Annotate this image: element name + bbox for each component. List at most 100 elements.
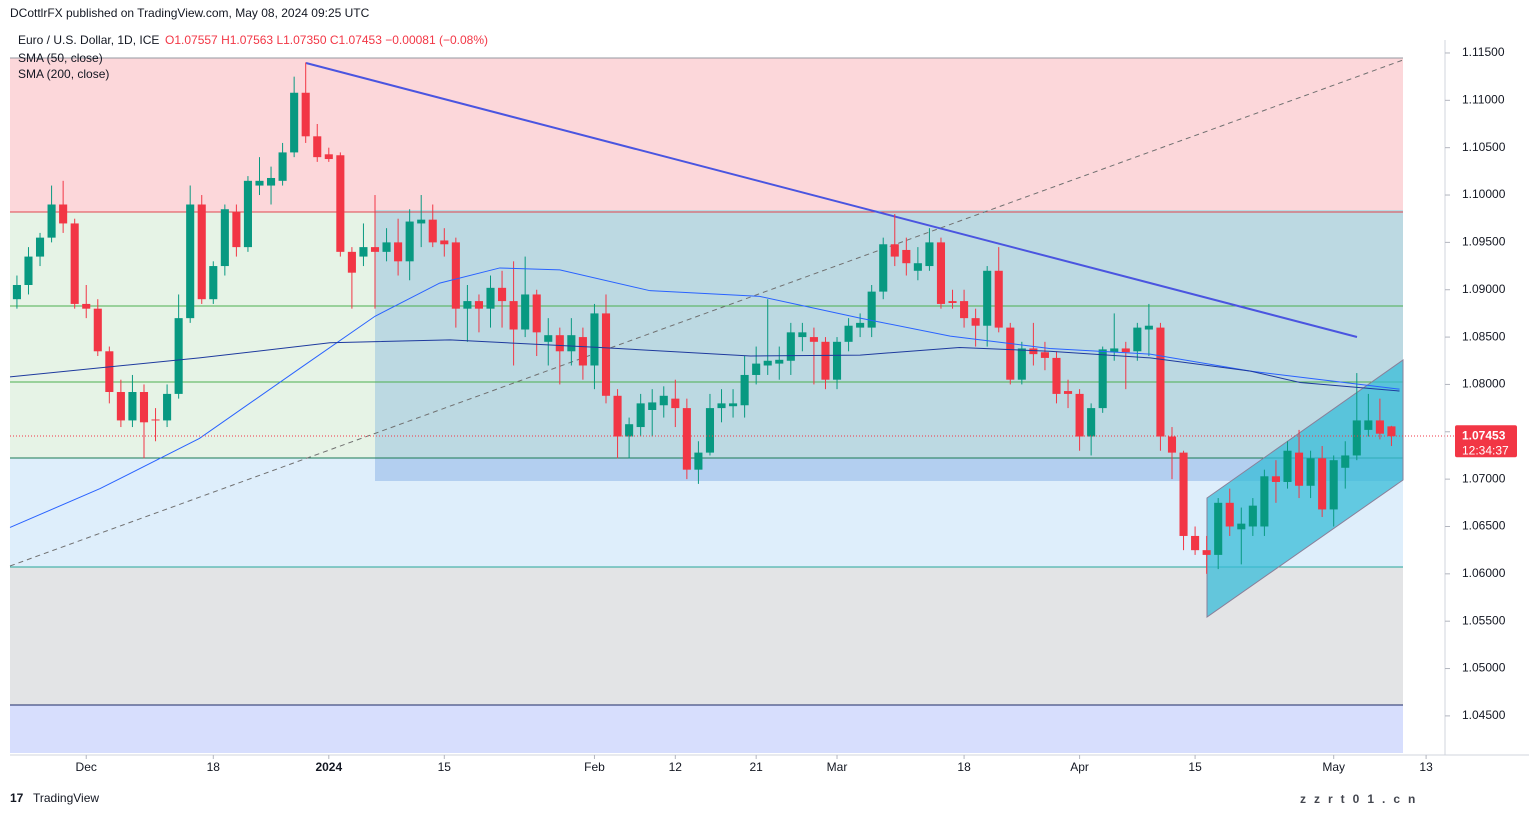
candle-body	[740, 374, 749, 406]
candle-body	[913, 263, 922, 271]
x-tick-label: Feb	[584, 760, 605, 774]
candle-body	[359, 247, 368, 257]
candle-body	[1364, 420, 1373, 430]
y-tick-label: 1.08000	[1462, 377, 1506, 391]
candle-body	[659, 395, 668, 406]
candle-body	[1029, 348, 1038, 355]
y-tick-label: 1.11500	[1462, 45, 1505, 59]
candle-body	[498, 287, 507, 302]
candle-body	[336, 155, 345, 252]
candle-body	[474, 301, 483, 309]
y-tick-label: 1.05000	[1462, 661, 1506, 675]
candle-body	[555, 335, 564, 352]
candle-body	[220, 209, 229, 267]
candle-body	[243, 180, 252, 248]
candle-body	[775, 359, 784, 364]
candle-body	[1179, 452, 1188, 536]
y-tick-label: 1.10500	[1462, 140, 1506, 154]
zone-red	[10, 58, 1403, 212]
zone-range	[375, 210, 1403, 458]
candle-body	[798, 332, 807, 338]
candle-body	[521, 294, 530, 330]
zone-lavender	[10, 705, 1403, 753]
candle-body	[1202, 550, 1211, 555]
candle-body	[1087, 408, 1096, 437]
candle-body	[671, 398, 680, 409]
candle-body	[1006, 327, 1015, 380]
candle-body	[451, 242, 460, 309]
candle-body	[890, 244, 899, 257]
candle-body	[1260, 476, 1269, 527]
candle-body	[1375, 420, 1384, 434]
candle-body	[1098, 349, 1107, 409]
candle-body	[1110, 348, 1119, 353]
x-tick-label: 15	[1188, 760, 1202, 774]
zone-range-low	[375, 458, 1403, 481]
candle-body	[255, 180, 264, 186]
candle-body	[601, 313, 611, 396]
candle-body	[1271, 476, 1280, 482]
candle-body	[1387, 426, 1396, 437]
candle-body	[786, 332, 795, 361]
candle-body	[1156, 327, 1165, 437]
candle-body	[35, 237, 45, 257]
x-tick-label: 18	[207, 760, 221, 774]
candle-body	[12, 284, 21, 300]
candle-body	[625, 424, 634, 437]
x-tick-label: 15	[438, 760, 452, 774]
candle-body	[879, 244, 888, 292]
candle-body	[232, 212, 241, 248]
candle-body	[59, 204, 68, 224]
candle-body	[567, 335, 576, 352]
candle-body	[301, 92, 310, 137]
brand-logo: 17	[10, 791, 24, 805]
sma-line	[9, 267, 1400, 528]
candle-body	[1283, 450, 1292, 482]
quote-close: C1.07453	[330, 33, 382, 47]
candle-body	[532, 294, 541, 333]
candle-body	[983, 270, 992, 326]
candle-body	[267, 177, 276, 186]
x-tick-label: Apr	[1070, 760, 1089, 774]
candle-body	[544, 335, 553, 342]
candle-body	[682, 408, 691, 470]
candle-body	[139, 392, 149, 423]
candle-body	[1295, 452, 1304, 486]
candle-body	[729, 403, 738, 407]
dashed-trend	[9, 59, 1404, 567]
candle-body	[197, 204, 206, 300]
candle-body	[590, 313, 599, 366]
brand: TradingView	[33, 791, 99, 805]
zone-blue	[10, 458, 375, 567]
x-tick-label: 18	[957, 760, 971, 774]
candle-body	[290, 92, 299, 153]
candle-body	[694, 452, 703, 470]
candle-body	[24, 256, 33, 285]
candle-body	[324, 154, 333, 160]
candle-body	[1133, 327, 1142, 352]
candle-body	[948, 301, 957, 303]
candle-body	[717, 403, 726, 409]
candle-body	[1352, 420, 1361, 456]
candle-body	[370, 247, 380, 252]
y-tick-label: 1.10000	[1462, 187, 1506, 201]
candle-body	[93, 308, 102, 352]
candle-body	[1191, 535, 1200, 551]
candle-body	[128, 392, 137, 421]
candle-body	[151, 419, 160, 421]
candle-body	[705, 408, 715, 453]
publisher: DCottlrFX published on TradingView.com, …	[10, 6, 370, 20]
candle-body	[1329, 460, 1338, 510]
candle-body	[578, 337, 587, 366]
x-tick-label: Dec	[76, 760, 97, 774]
candle-body	[856, 322, 865, 328]
candle-body	[1318, 458, 1327, 510]
candle-body	[960, 301, 969, 319]
candle-body	[763, 360, 772, 366]
candle-body	[1341, 455, 1350, 468]
candle-body	[636, 403, 645, 428]
candle-body	[486, 287, 495, 309]
candle-body	[1237, 523, 1246, 530]
quote-open: O1.07557	[165, 33, 218, 47]
